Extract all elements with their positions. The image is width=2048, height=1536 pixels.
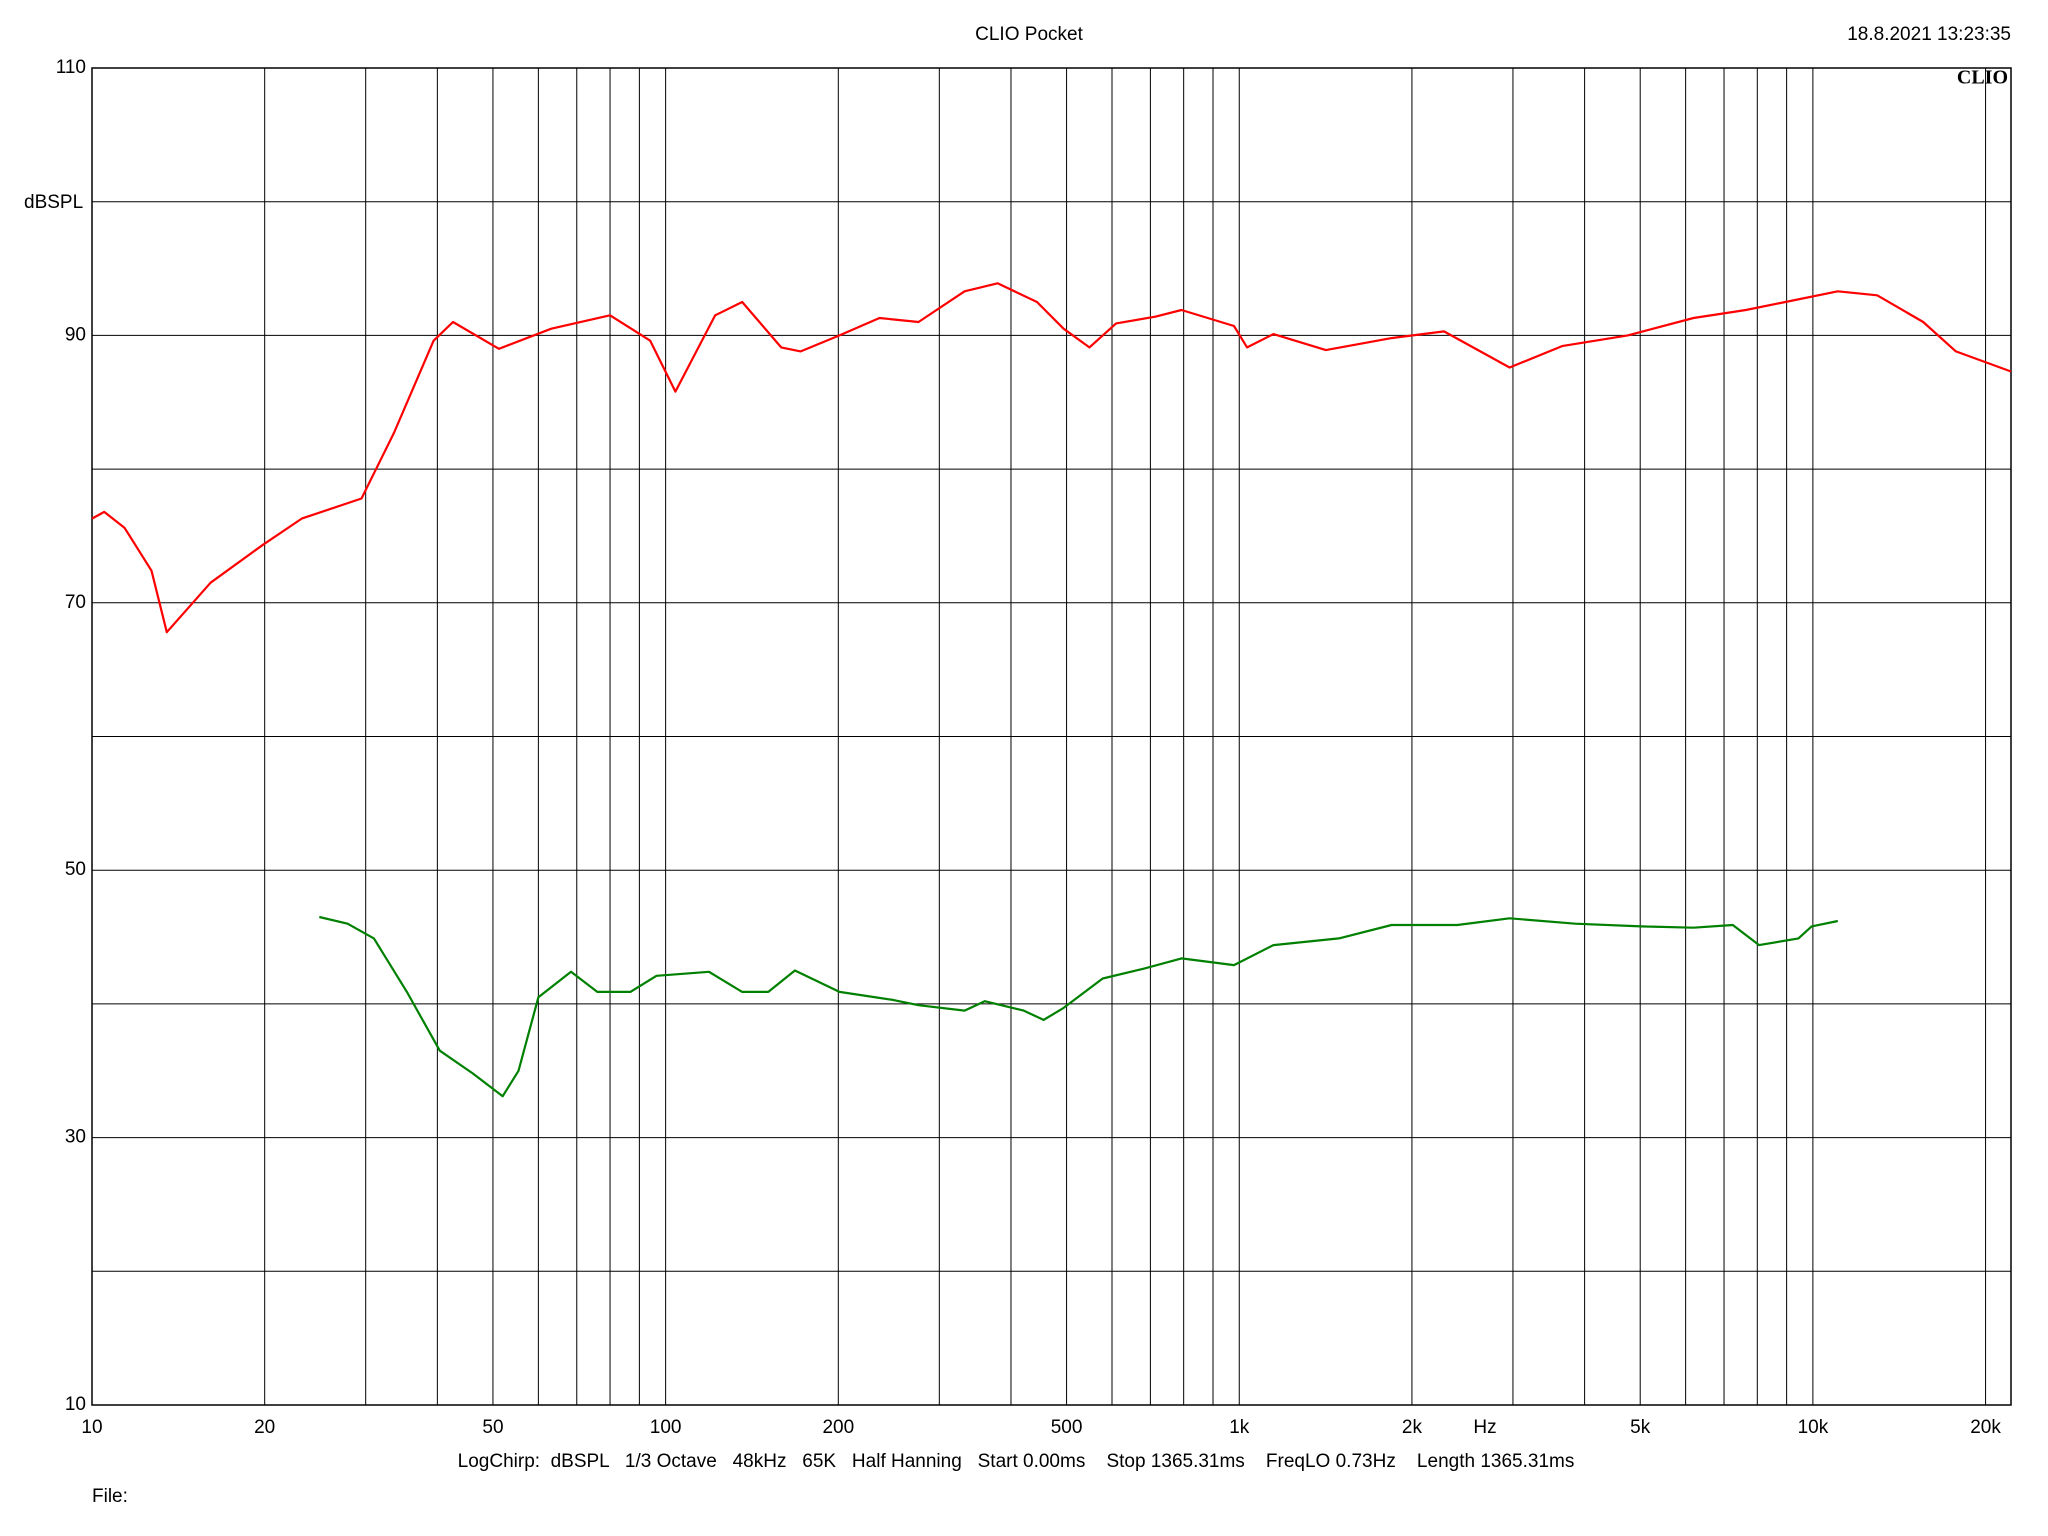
- file-label: File:: [92, 1486, 128, 1507]
- y-tick-label: 30: [65, 1127, 86, 1148]
- x-tick-label: 500: [1051, 1417, 1083, 1438]
- data-line: [91, 282, 2012, 634]
- info-line: LogChirp: dBSPL 1/3 Octave 48kHz 65K Hal…: [458, 1451, 1575, 1472]
- y-tick-label: 10: [65, 1394, 86, 1415]
- y-axis-label: dBSPL: [24, 192, 83, 213]
- x-tick-label: 50: [482, 1417, 503, 1438]
- y-tick-label: 70: [65, 592, 86, 613]
- x-tick-label: 20: [254, 1417, 275, 1438]
- y-tick-label: 50: [65, 859, 86, 880]
- chart-title: CLIO Pocket: [975, 24, 1083, 45]
- timestamp: 18.8.2021 13:23:35: [1847, 24, 2011, 45]
- x-tick-label: 10: [81, 1417, 102, 1438]
- logo: CLIO: [1957, 67, 2008, 89]
- x-axis-label: Hz: [1473, 1417, 1496, 1438]
- x-tick-label: 200: [822, 1417, 854, 1438]
- data-line: [319, 915, 1839, 1098]
- x-tick-label: 2k: [1402, 1417, 1423, 1438]
- y-tick-label: 90: [65, 324, 86, 345]
- x-tick-label: 10k: [1798, 1417, 1829, 1438]
- x-tick-label: 20k: [1970, 1417, 2001, 1438]
- y-tick-label: 110: [56, 57, 86, 78]
- x-tick-label: 1k: [1229, 1417, 1250, 1438]
- x-tick-label: 5k: [1630, 1417, 1651, 1438]
- x-tick-label: 100: [650, 1417, 682, 1438]
